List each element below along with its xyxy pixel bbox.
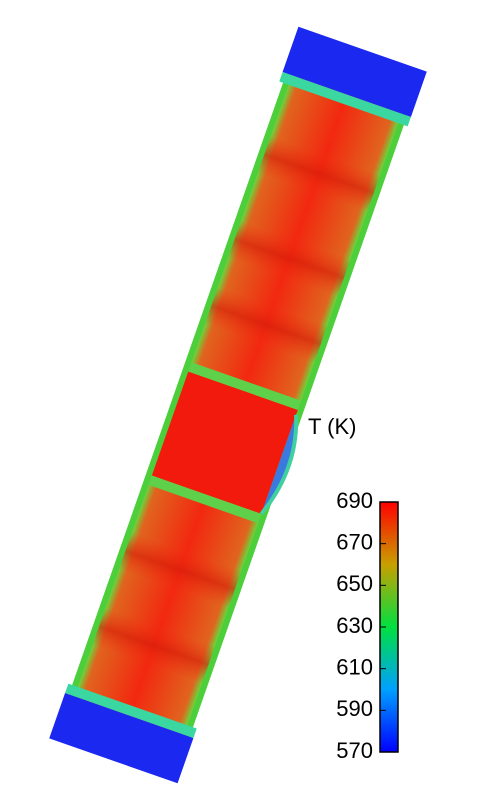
tick-label: 670	[336, 529, 373, 554]
tick-label: 570	[336, 738, 373, 763]
tick-label: 690	[336, 488, 373, 513]
tick-label: 630	[336, 613, 373, 638]
tick-label: 590	[336, 696, 373, 721]
tick-label: 650	[336, 571, 373, 596]
tick-label: 610	[336, 654, 373, 679]
colorbar-label: T (K)	[308, 414, 356, 439]
tube	[49, 26, 427, 784]
